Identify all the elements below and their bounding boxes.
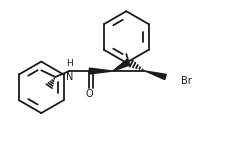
Text: O: O xyxy=(85,89,93,99)
Text: Br: Br xyxy=(180,76,191,86)
Polygon shape xyxy=(145,71,165,80)
Polygon shape xyxy=(89,68,112,74)
Text: N: N xyxy=(65,72,73,82)
Text: H: H xyxy=(66,59,72,68)
Polygon shape xyxy=(112,59,130,71)
